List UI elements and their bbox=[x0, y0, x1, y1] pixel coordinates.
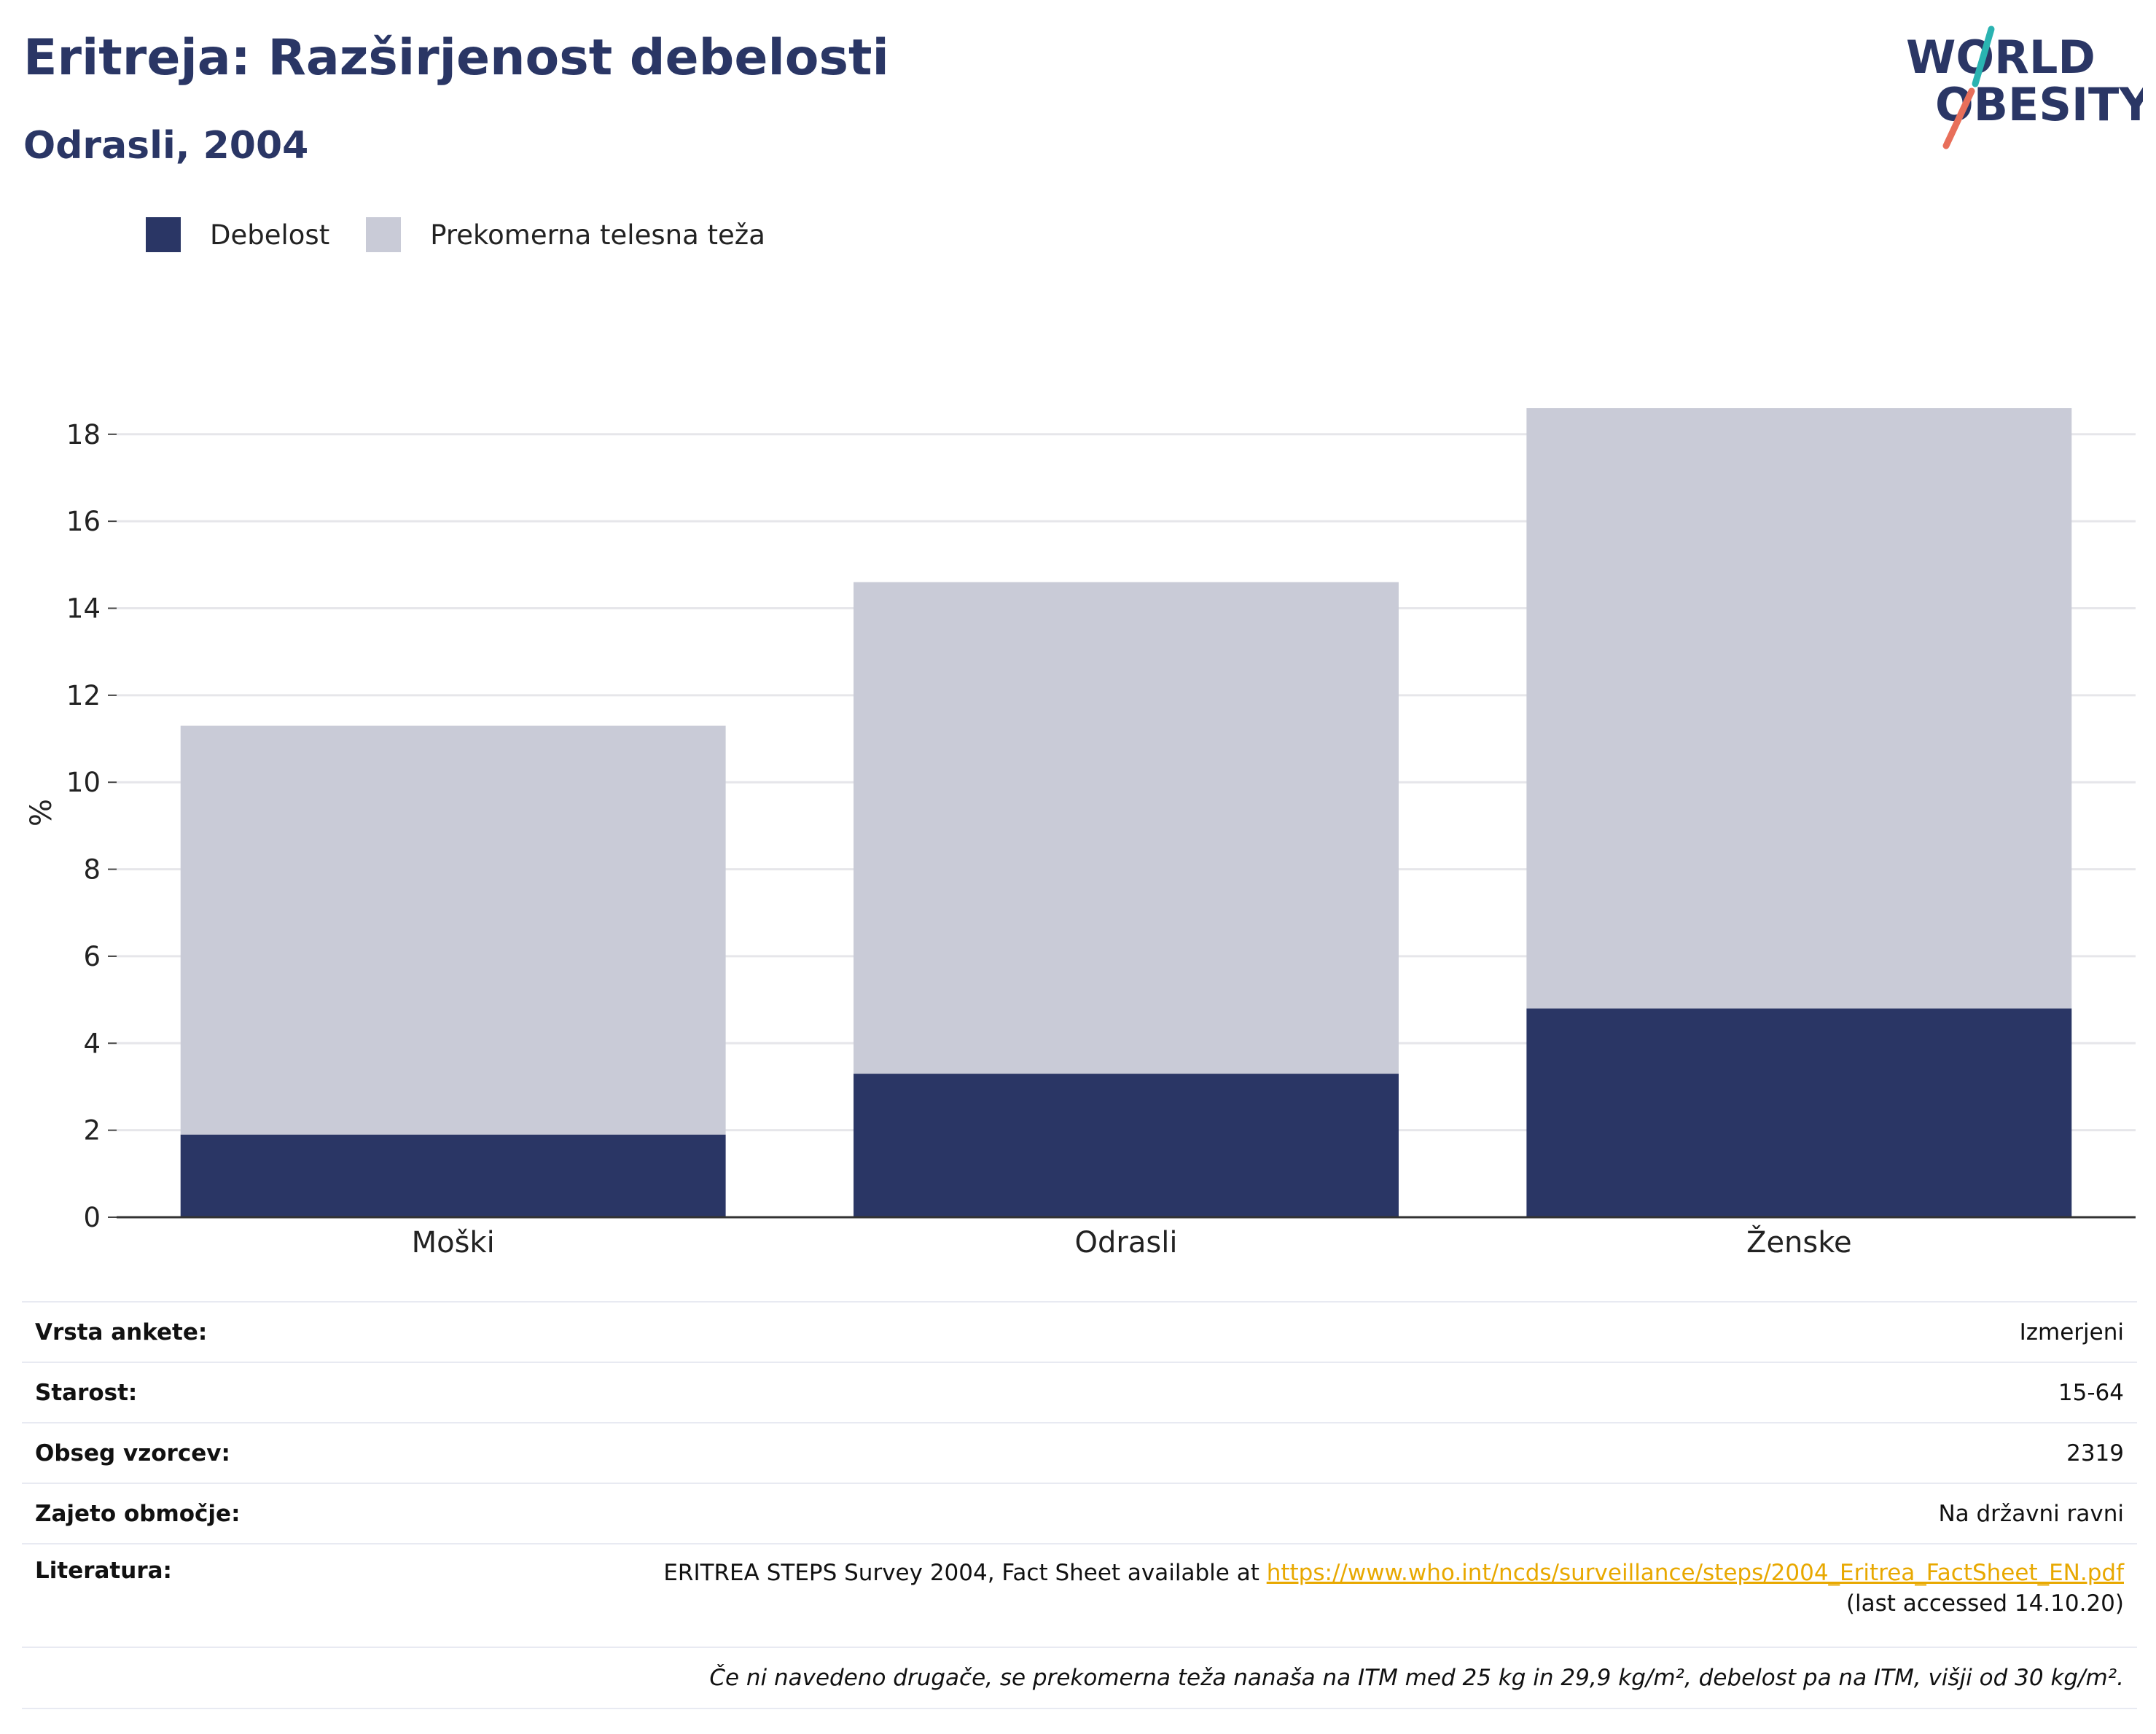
legend-label: Prekomerna telesna teža bbox=[430, 219, 765, 251]
footnote-row: Če ni navedeno drugače, se prekomerna te… bbox=[22, 1647, 2137, 1708]
y-tick-label: 4 bbox=[83, 1028, 101, 1059]
bar-segment-debelost bbox=[1526, 1008, 2072, 1217]
info-key: Starost: bbox=[35, 1379, 138, 1406]
info-value: 2319 bbox=[2066, 1440, 2124, 1467]
literature-link[interactable]: https://www.who.int/ncds/surveillance/st… bbox=[1266, 1560, 2124, 1586]
info-value: Izmerjeni bbox=[2019, 1319, 2124, 1346]
legend-swatch bbox=[146, 217, 181, 252]
x-tick-label: Ženske bbox=[1746, 1225, 1852, 1260]
literature-row: Literatura: ERITREA STEPS Survey 2004, F… bbox=[22, 1544, 2137, 1647]
footnote-text: Če ni navedeno drugače, se prekomerna te… bbox=[709, 1665, 2124, 1691]
legend-item-debelost[interactable]: Debelost bbox=[146, 217, 329, 252]
y-tick-label: 2 bbox=[83, 1115, 101, 1147]
y-tick-label: 8 bbox=[83, 854, 101, 886]
x-tick-label: Moški bbox=[412, 1226, 495, 1260]
info-key: Zajeto območje: bbox=[35, 1500, 241, 1527]
info-row: Zajeto območje: Na državni ravni bbox=[22, 1483, 2137, 1544]
bar-segment-debelost bbox=[180, 1134, 726, 1217]
page-subtitle: Odrasli, 2004 bbox=[23, 124, 309, 168]
bar-segment-debelost bbox=[854, 1074, 1399, 1217]
x-tick-label: Odrasli bbox=[1075, 1226, 1178, 1260]
info-row: Vrsta ankete: Izmerjeni bbox=[22, 1302, 2137, 1362]
y-tick-label: 6 bbox=[83, 941, 101, 972]
page-title: Eritreja: Razširjenost debelosti bbox=[23, 29, 889, 87]
bar-segment-prekomerna bbox=[1526, 408, 2072, 1009]
bar-chart: 0 2 4 6 8 10 12 14 16 18% Moški Odrasli Ženske bbox=[25, 408, 2136, 1260]
world-obesity-logo: WORLD OBESITY bbox=[1906, 26, 2143, 149]
info-value: 15-64 bbox=[2058, 1379, 2124, 1406]
y-axis-label: % bbox=[25, 799, 58, 827]
legend-item-prekomerna[interactable]: Prekomerna telesna teža bbox=[366, 217, 765, 252]
bar-segment-prekomerna bbox=[854, 582, 1399, 1074]
y-tick-label: 12 bbox=[66, 680, 101, 711]
logo-line2: OBESITY bbox=[1935, 78, 2143, 131]
legend-swatch bbox=[366, 217, 402, 252]
literature-key: Literatura: bbox=[35, 1558, 172, 1584]
info-key: Vrsta ankete: bbox=[35, 1319, 208, 1346]
literature-text: ERITREA STEPS Survey 2004, Fact Sheet av… bbox=[663, 1560, 1267, 1586]
legend-label: Debelost bbox=[210, 219, 330, 251]
y-tick-label: 18 bbox=[66, 419, 101, 450]
bar-segment-prekomerna bbox=[180, 725, 726, 1135]
info-row: Starost: 15-64 bbox=[22, 1362, 2137, 1423]
info-value: Na državni ravni bbox=[1938, 1500, 2124, 1527]
y-tick-label: 16 bbox=[66, 506, 101, 537]
info-key: Obseg vzorcev: bbox=[35, 1440, 230, 1467]
y-tick-label: 0 bbox=[83, 1202, 101, 1233]
y-tick-label: 14 bbox=[66, 593, 101, 625]
chart-legend: Debelost Prekomerna telesna teža bbox=[146, 217, 802, 252]
logo-line1: WORLD bbox=[1906, 31, 2096, 84]
info-row: Obseg vzorcev: 2319 bbox=[22, 1423, 2137, 1483]
literature-value: ERITREA STEPS Survey 2004, Fact Sheet av… bbox=[307, 1544, 2137, 1647]
survey-info-table: Vrsta ankete: Izmerjeni Starost: 15-64 O… bbox=[22, 1301, 2137, 1709]
y-tick-label: 10 bbox=[66, 767, 101, 798]
literature-accessed: (last accessed 14.10.20) bbox=[1846, 1590, 2124, 1617]
